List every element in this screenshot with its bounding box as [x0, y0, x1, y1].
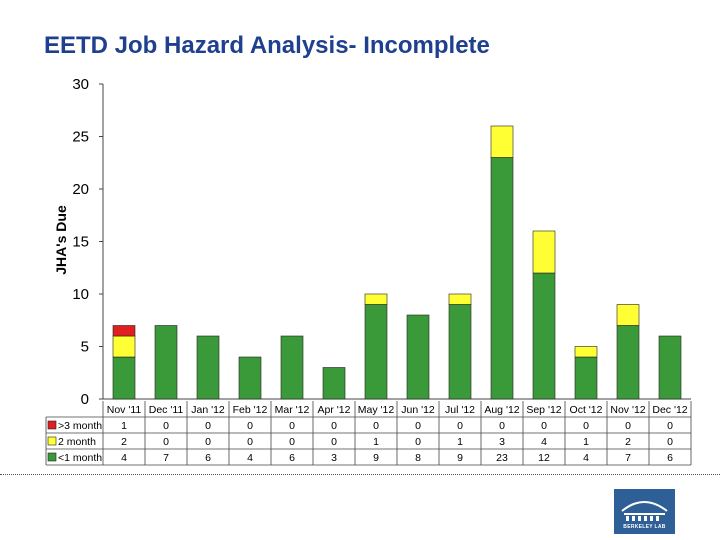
bar-segment [112, 325, 136, 337]
table-cell-value: 0 [625, 420, 631, 432]
table-cell-value: 0 [541, 420, 547, 432]
x-tick-label: Nov '11 [107, 404, 142, 416]
bar-segment [364, 293, 388, 305]
bar-segment [448, 293, 472, 305]
x-tick-label: Mar '12 [275, 404, 310, 416]
legend-label: >3 month [58, 420, 102, 432]
table-cell-value: 6 [205, 452, 211, 464]
table-cell-value: 0 [205, 420, 211, 432]
table-cell-value: 4 [247, 452, 253, 464]
bar-segment [616, 325, 640, 400]
table-cell-value: 6 [667, 452, 673, 464]
table-cell-value: 1 [583, 436, 589, 448]
table-cell-value: 3 [331, 452, 337, 464]
table-cell-value: 8 [415, 452, 421, 464]
table-cell-value: 0 [331, 420, 337, 432]
bar-segment [658, 335, 682, 400]
table-cell-value: 6 [289, 452, 295, 464]
table-cell-value: 2 [625, 436, 631, 448]
x-tick-label: Feb '12 [233, 404, 268, 416]
bar-segment [574, 356, 598, 400]
y-tick-label: 15 [72, 234, 89, 251]
bar-segment [616, 304, 640, 326]
legend-label: <1 month [58, 452, 102, 464]
table-cell-value: 12 [538, 452, 550, 464]
bar-segment [532, 272, 556, 400]
legend-label: 2 month [58, 436, 96, 448]
bar-segment [574, 346, 598, 358]
legend-swatch [47, 452, 57, 462]
table-cell-value: 0 [289, 436, 295, 448]
footer-divider [0, 474, 720, 475]
table-cell-value: 1 [373, 436, 379, 448]
table-cell-value: 0 [247, 420, 253, 432]
y-tick-label: 0 [81, 391, 89, 408]
table-cell-value: 4 [121, 452, 127, 464]
x-tick-label: Oct '12 [570, 404, 603, 416]
table-cell-value: 0 [583, 420, 589, 432]
bar-segment [280, 335, 304, 400]
logo-text: BERKELEY LAB [623, 524, 666, 530]
y-tick-label: 25 [72, 129, 89, 146]
x-tick-label: Sep '12 [526, 404, 561, 416]
x-tick-label: Dec '11 [149, 404, 184, 416]
bar-segment [154, 325, 178, 400]
table-cell-value: 0 [415, 420, 421, 432]
bar-segment [532, 230, 556, 274]
bar-segment [448, 304, 472, 400]
bar-segment [490, 157, 514, 400]
x-tick-label: Nov '12 [610, 404, 645, 416]
table-cell-value: 9 [457, 452, 463, 464]
y-tick-label: 5 [81, 339, 89, 356]
bar-segment [196, 335, 220, 400]
x-tick-label: Aug '12 [484, 404, 519, 416]
y-tick-label: 20 [72, 181, 89, 198]
table-cell-value: 0 [247, 436, 253, 448]
x-tick-label: May '12 [358, 404, 395, 416]
table-cell-value: 3 [499, 436, 505, 448]
x-tick-label: Jun '12 [401, 404, 435, 416]
table-cell-value: 23 [496, 452, 508, 464]
table-cell-value: 4 [541, 436, 547, 448]
y-axis-title: JHA's Due [53, 205, 69, 275]
table-cell-value: 0 [667, 420, 673, 432]
x-tick-label: Jan '12 [191, 404, 225, 416]
table-cell-value: 9 [373, 452, 379, 464]
table-cell-value: 0 [163, 436, 169, 448]
table-cell-value: 0 [667, 436, 673, 448]
table-cell-value: 7 [163, 452, 169, 464]
bar-segment [490, 125, 514, 158]
x-tick-label: Apr '12 [318, 404, 351, 416]
table-cell-value: 2 [121, 436, 127, 448]
x-tick-label: Jul '12 [445, 404, 475, 416]
chart-title: EETD Job Hazard Analysis- Incomplete [44, 32, 490, 59]
table-cell-value: 1 [457, 436, 463, 448]
table-cell-value: 0 [373, 420, 379, 432]
bar-segment [112, 356, 136, 400]
table-cell-value: 0 [289, 420, 295, 432]
y-tick-label: 30 [72, 76, 89, 93]
table-cell-value: 7 [625, 452, 631, 464]
table-cell-value: 1 [121, 420, 127, 432]
building-icon [621, 501, 668, 521]
table-cell-value: 0 [205, 436, 211, 448]
table-cell-value: 0 [331, 436, 337, 448]
table-cell-value: 0 [499, 420, 505, 432]
y-tick-label: 10 [72, 286, 89, 303]
bar-segment [112, 335, 136, 358]
table-cell-value: 0 [163, 420, 169, 432]
bar-segment [364, 304, 388, 400]
table-cell-value: 0 [415, 436, 421, 448]
berkeley-lab-logo: BERKELEY LAB [614, 489, 675, 534]
legend-swatch [47, 420, 57, 430]
bar-segment [406, 314, 430, 400]
bar-segment [322, 367, 346, 400]
bar-segment [238, 356, 262, 400]
table-cell-value: 0 [457, 420, 463, 432]
table-cell-value: 4 [583, 452, 589, 464]
legend-swatch [47, 436, 57, 446]
x-tick-label: Dec '12 [652, 404, 687, 416]
